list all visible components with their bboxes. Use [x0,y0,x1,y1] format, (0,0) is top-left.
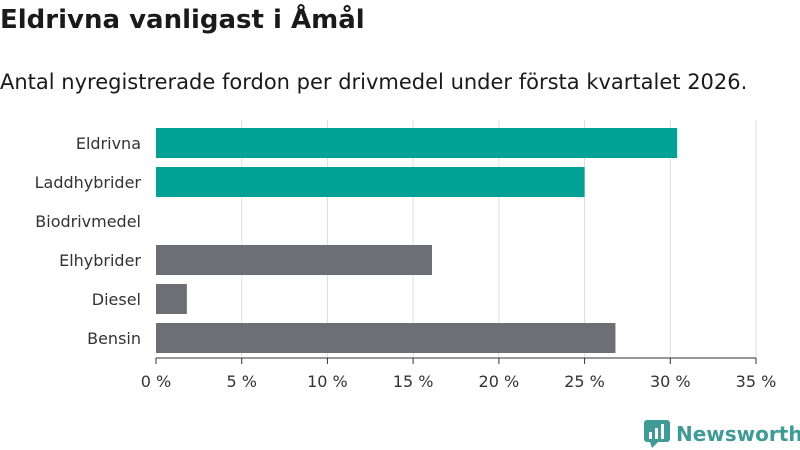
newsworthy-brand: Newsworthy [644,420,800,448]
bar [156,128,678,158]
category-label: Laddhybrider [35,173,142,192]
x-tick-label: 10 % [307,372,348,391]
x-tick-label: 15 % [393,372,434,391]
category-label: Bensin [87,329,141,348]
x-tick-label: 35 % [736,372,777,391]
x-tick-label: 25 % [564,372,605,391]
chart-subtitle: Antal nyregistrerade fordon per drivmede… [0,70,748,94]
brand-name: Newsworthy [676,422,800,446]
bar [156,167,585,197]
category-label: Biodrivmedel [35,212,141,231]
bar [156,284,187,314]
bar [156,245,432,275]
x-tick-label: 20 % [479,372,520,391]
newsworthy-logo-icon [644,420,670,448]
x-tick-label: 0 % [141,372,171,391]
category-label: Elhybrider [59,251,141,270]
category-label: Diesel [92,290,141,309]
chart-title: Eldrivna vanligast i Åmål [0,5,365,35]
bar [156,323,616,353]
category-label: Eldrivna [76,134,141,153]
x-tick-label: 30 % [650,372,691,391]
x-tick-label: 5 % [226,372,256,391]
